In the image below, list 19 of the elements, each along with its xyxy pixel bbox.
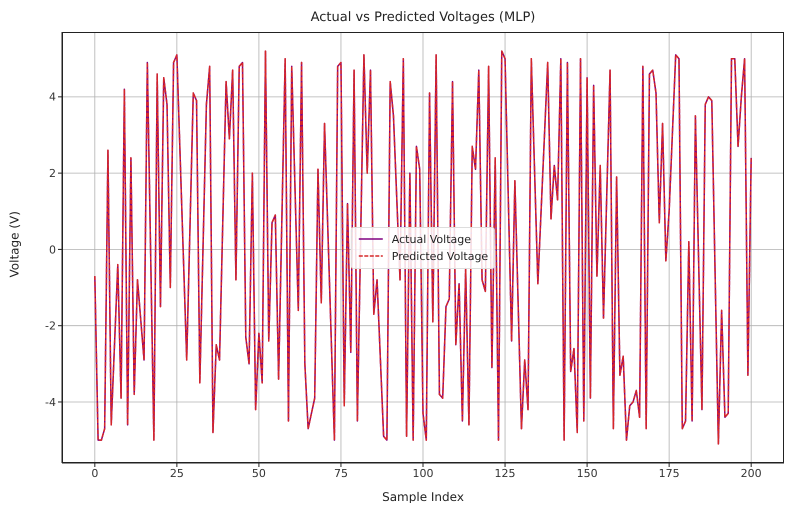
x-tick-label: 25 [170,466,184,480]
y-tick-label: 0 [49,243,56,256]
y-tick-label: -2 [45,320,56,333]
x-tick-label: 200 [740,466,762,480]
legend-label: Actual Voltage [392,232,472,248]
y-tick-label: 2 [49,167,56,180]
line-series [94,50,752,445]
chart-title: Actual vs Predicted Voltages (MLP) [310,10,536,25]
x-tick-label: 75 [334,466,348,480]
y-tick-label: 4 [49,90,56,104]
x-tick-label: 175 [658,466,680,480]
x-tick-label: 100 [412,466,434,480]
x-tick-label: 50 [252,466,266,480]
x-tick-label: 125 [494,466,516,480]
y-axis-title: Voltage (V) [7,211,22,278]
y-tick-label: -4 [45,396,56,409]
x-tick-label: 0 [91,466,98,480]
legend-label: Predicted Voltage [392,248,488,264]
x-tick-label: 150 [576,466,598,480]
